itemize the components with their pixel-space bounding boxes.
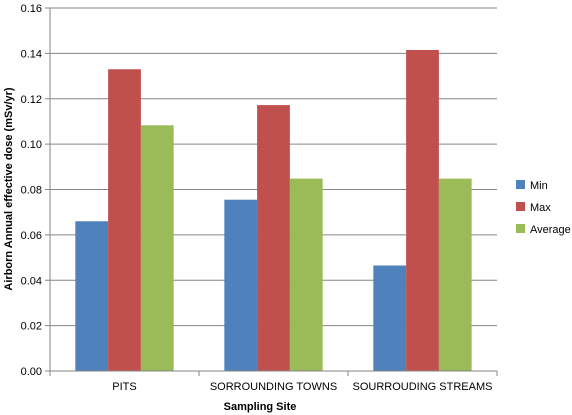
y-tick-label: 0.16	[21, 3, 42, 15]
y-axis-title: Airborn Annual effective dose (mSv/yr)	[3, 87, 15, 290]
x-tick-label: PITS	[112, 381, 136, 393]
bar-max	[406, 49, 439, 372]
x-axis-title: Sampling Site	[224, 401, 297, 413]
x-tick-label: SOURROUDING STREAMS	[353, 381, 493, 393]
bar-min	[75, 221, 109, 371]
y-tick-labels: 0.00 0.02 0.04 0.06 0.08 0.10 0.12 0.14 0.16	[21, 3, 50, 378]
bar-average	[289, 178, 323, 371]
legend: Min Max Average	[516, 180, 571, 236]
legend-swatch-max	[516, 202, 525, 211]
legend-swatch-min	[516, 180, 525, 189]
x-tick-label: SORROUNDING TOWNS	[210, 381, 337, 393]
y-tick-label: 0.06	[21, 230, 42, 242]
legend-label-max: Max	[530, 202, 551, 214]
y-tick-label: 0.08	[21, 185, 42, 197]
y-tick-label: 0.10	[21, 139, 42, 151]
bar-min	[224, 199, 258, 371]
bar-max	[257, 105, 290, 371]
y-tick-label: 0.14	[21, 48, 42, 60]
bar-average	[438, 178, 472, 371]
y-tick-label: 0.12	[21, 94, 42, 106]
legend-swatch-average	[516, 224, 525, 233]
bar-average	[140, 125, 174, 371]
legend-label-average: Average	[530, 224, 571, 236]
y-tick-label: 0.02	[21, 321, 42, 333]
bars	[75, 49, 472, 372]
y-tick-label: 0.04	[21, 275, 42, 287]
bar-max	[108, 69, 141, 371]
bar-min	[373, 265, 407, 371]
y-tick-label: 0.00	[21, 366, 42, 378]
x-tick-labels: PITS SORROUNDING TOWNS SOURROUDING STREAMS	[49, 371, 498, 393]
legend-label-min: Min	[530, 180, 548, 192]
